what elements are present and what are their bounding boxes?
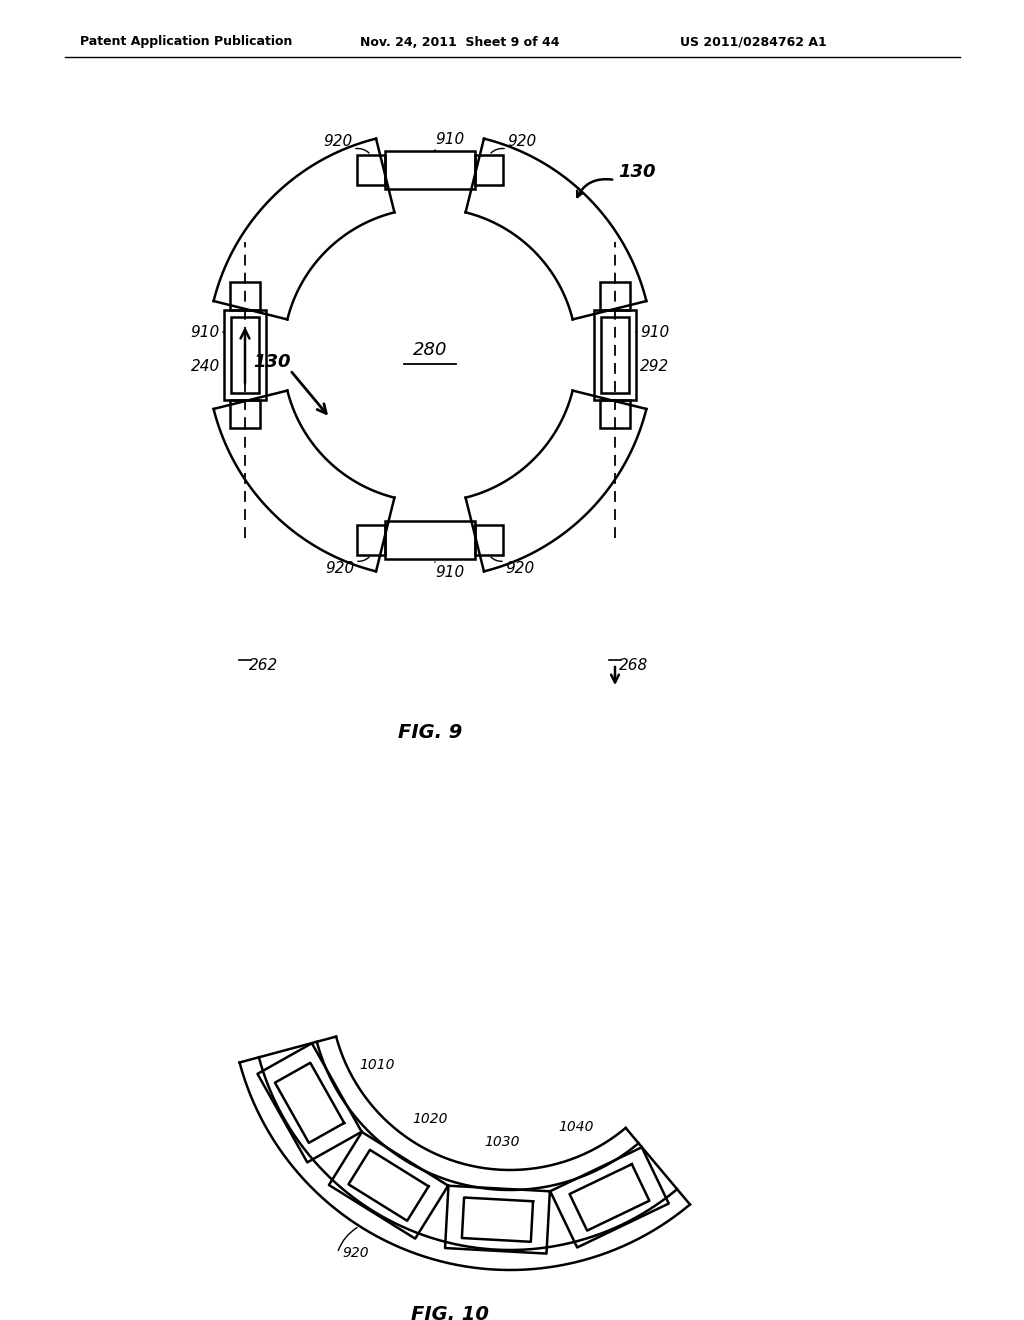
Bar: [475, 154, 503, 185]
Bar: [601, 317, 629, 393]
Text: 1030: 1030: [484, 1135, 519, 1148]
Bar: [385, 521, 475, 558]
Text: 910: 910: [435, 565, 464, 579]
Text: 920: 920: [324, 135, 353, 149]
Text: 920: 920: [342, 1246, 369, 1261]
Bar: [600, 400, 630, 428]
Bar: [230, 282, 260, 310]
Bar: [231, 317, 259, 393]
Bar: [475, 525, 503, 554]
Bar: [357, 154, 385, 185]
Text: 268: 268: [618, 659, 648, 673]
Text: 1040: 1040: [558, 1121, 594, 1134]
Text: 130: 130: [618, 162, 655, 181]
Text: Nov. 24, 2011  Sheet 9 of 44: Nov. 24, 2011 Sheet 9 of 44: [360, 36, 559, 49]
Text: 280: 280: [413, 341, 447, 359]
Text: 910: 910: [190, 325, 220, 341]
Text: 920: 920: [326, 561, 355, 576]
Text: 910: 910: [640, 325, 670, 341]
Text: 920: 920: [507, 135, 537, 149]
Text: FIG. 10: FIG. 10: [411, 1305, 489, 1320]
Text: 1010: 1010: [359, 1057, 395, 1072]
Text: 1020: 1020: [412, 1111, 447, 1126]
Text: 292: 292: [640, 359, 670, 374]
Bar: [600, 282, 630, 310]
Bar: [357, 525, 385, 554]
Text: FIG. 9: FIG. 9: [397, 723, 462, 742]
Text: Patent Application Publication: Patent Application Publication: [80, 36, 293, 49]
Bar: [594, 310, 636, 400]
Text: 262: 262: [249, 659, 279, 673]
Text: 240: 240: [190, 359, 220, 374]
Bar: [230, 400, 260, 428]
Text: 920: 920: [505, 561, 535, 576]
Bar: [224, 310, 266, 400]
Text: 130: 130: [253, 352, 291, 371]
Bar: [385, 150, 475, 189]
Text: 910: 910: [435, 132, 464, 147]
Text: US 2011/0284762 A1: US 2011/0284762 A1: [680, 36, 826, 49]
